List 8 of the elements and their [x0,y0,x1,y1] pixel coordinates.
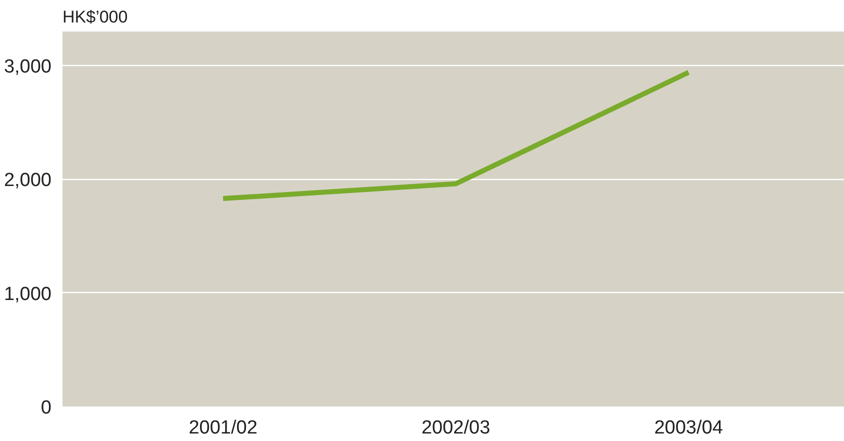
x-tick-label: 2001/02 [188,418,258,438]
y-tick-label: 0 [40,398,52,418]
y-tick-label: 2,000 [4,170,52,192]
y-tick-label: 1,000 [4,284,52,305]
y-tick-label: 3,000 [4,56,52,78]
y-axis-title: HK$’000 [62,8,128,26]
x-tick-label: 2003/04 [654,418,724,438]
x-tick-label: 2002/03 [421,418,490,438]
